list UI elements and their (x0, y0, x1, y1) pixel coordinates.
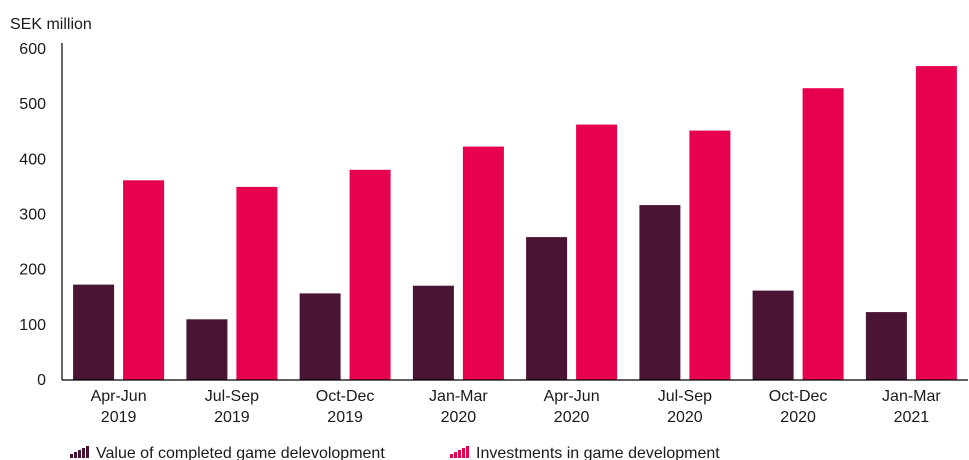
x-tick-label: Jul-Sep (205, 388, 259, 405)
bar-investments (123, 180, 165, 380)
bars (73, 66, 957, 380)
x-tick-label: 2020 (780, 409, 816, 426)
bar-completed-value (73, 284, 115, 380)
x-tick-label: 2019 (214, 409, 250, 426)
bar-completed-value (526, 237, 568, 380)
legend-icon-bar (78, 450, 81, 458)
legend-icon-bar (466, 446, 469, 458)
x-axis-tick-labels: Apr-Jun 2019 Jul-Sep 2019 Oct-Dec 2019 Jan-Mar… (91, 388, 942, 426)
bar-completed-value (412, 285, 454, 380)
x-tick-label: 2021 (894, 409, 930, 426)
y-axis-ticks: 0 100 200 300 400 500 600 (19, 41, 46, 389)
bar-investments (802, 88, 844, 380)
y-tick-label: 400 (19, 151, 46, 168)
x-tick-label: Oct-Dec (769, 388, 828, 405)
y-axis-unit-label: SEK million (10, 16, 92, 33)
axes (61, 43, 968, 381)
bar-investments (576, 124, 618, 380)
legend-label: Investments in game development (476, 445, 720, 460)
bar-completed-value (639, 205, 681, 380)
legend-label: Value of completed game delevolopment (96, 445, 385, 460)
legend: Value of completed game delevolopment Inv… (70, 445, 720, 460)
legend-icon-bar (462, 448, 465, 458)
legend-icon-bar (450, 454, 453, 458)
legend-icon-bar (454, 452, 457, 458)
y-tick-label: 100 (19, 317, 46, 334)
x-tick-label: Apr-Jun (91, 388, 147, 405)
x-tick-label: Jan-Mar (882, 388, 941, 405)
bar-investments (462, 146, 504, 380)
x-tick-label: Apr-Jun (544, 388, 600, 405)
y-tick-label: 0 (37, 372, 46, 389)
bar-completed-value (186, 319, 228, 380)
y-tick-label: 200 (19, 262, 46, 279)
x-tick-label: 2019 (101, 409, 137, 426)
legend-icon-bar (82, 448, 85, 458)
bar-investments (349, 169, 391, 380)
y-tick-label: 300 (19, 207, 46, 224)
legend-bars-icon (70, 446, 89, 458)
legend-icon-bar (458, 450, 461, 458)
bar-completed-value (299, 293, 341, 380)
legend-icon-bar (70, 454, 73, 458)
bar-investments (689, 130, 731, 380)
x-tick-label: 2019 (327, 409, 363, 426)
x-tick-label: 2020 (554, 409, 590, 426)
y-tick-label: 500 (19, 96, 46, 113)
x-tick-label: Jul-Sep (658, 388, 712, 405)
x-tick-label: Oct-Dec (316, 388, 375, 405)
legend-icon-bar (74, 452, 77, 458)
x-tick-label: 2020 (667, 409, 703, 426)
y-tick-label: 600 (19, 41, 46, 58)
x-tick-label: Jan-Mar (429, 388, 488, 405)
legend-icon-bar (86, 446, 89, 458)
legend-bars-icon (450, 446, 469, 458)
bar-investments (236, 186, 278, 380)
bar-completed-value (752, 290, 794, 380)
x-tick-label: 2020 (441, 409, 477, 426)
bar-investments (915, 66, 957, 380)
bar-completed-value (865, 312, 907, 380)
